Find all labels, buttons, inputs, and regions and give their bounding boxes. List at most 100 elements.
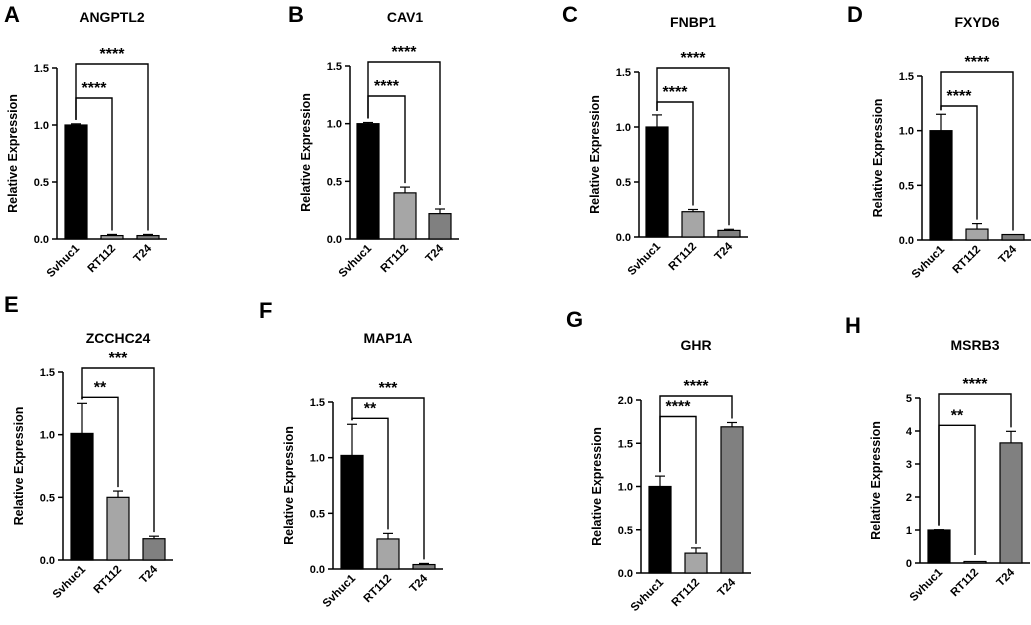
bar-a-rt112: [100, 234, 124, 240]
bar-g-rt112: [684, 552, 708, 574]
panel-title-c: FNBP1: [670, 14, 716, 30]
bar-b-rt112: [393, 192, 417, 240]
y-axis-label-b: Relative Expression: [299, 93, 313, 212]
y-tick-label-f-1: 0.5: [310, 508, 325, 520]
significance-label-c-0: ****: [663, 84, 689, 101]
y-tick-label-b-3: 1.5: [327, 61, 342, 73]
x-tick-label-g-svhuc1: Svhuc1: [629, 576, 667, 614]
y-tick-label-a-1: 0.5: [34, 177, 49, 189]
y-tick-label-c-1: 0.5: [616, 177, 631, 189]
x-tick-label-f-svhuc1: Svhuc1: [321, 572, 359, 610]
bar-e-rt112: [106, 496, 130, 561]
x-tick-label-e-t24: T24: [138, 563, 161, 586]
significance-bracket-g-1: [659, 395, 733, 473]
significance-bracket-h-1: [938, 393, 1012, 526]
bar-f-rt112: [376, 538, 400, 570]
x-tick-label-h-rt112: RT112: [949, 567, 981, 599]
panel-letter-g: G: [566, 307, 583, 332]
significance-label-g-1: ****: [684, 378, 710, 395]
significance-bracket-c-1: [656, 67, 730, 226]
panel-title-d: FXYD6: [954, 14, 999, 30]
y-tick-label-f-2: 1.0: [310, 453, 325, 465]
bar-d-svhuc1: [929, 130, 953, 241]
x-tick-label-b-svhuc1: Svhuc1: [337, 242, 375, 280]
y-tick-label-g-0: 0.0: [618, 568, 633, 580]
y-axis-label-f: Relative Expression: [282, 426, 296, 545]
panel-letter-e: E: [4, 292, 19, 317]
significance-label-e-0: **: [94, 379, 107, 396]
x-tick-label-d-svhuc1: Svhuc1: [910, 243, 948, 281]
panel-letter-h: H: [845, 313, 861, 338]
panel-title-g: GHR: [680, 337, 711, 353]
y-tick-label-f-0: 0.0: [310, 564, 325, 576]
significance-label-b-0: ****: [374, 78, 400, 95]
bar-c-t24: [717, 229, 741, 238]
y-tick-label-d-0: 0.0: [899, 235, 914, 247]
x-tick-label-f-rt112: RT112: [362, 573, 394, 605]
bar-b-t24: [428, 213, 452, 240]
bar-b-svhuc1: [356, 123, 380, 240]
panel-letter-a: A: [4, 2, 20, 27]
x-tick-label-e-rt112: RT112: [92, 564, 124, 596]
y-axis-label-h: Relative Expression: [869, 421, 883, 540]
y-tick-label-d-2: 1.0: [899, 126, 914, 138]
significance-bracket-f-1: [351, 397, 425, 560]
y-tick-label-d-3: 1.5: [899, 71, 914, 83]
x-tick-label-a-t24: T24: [132, 242, 155, 265]
x-tick-label-e-svhuc1: Svhuc1: [51, 563, 89, 601]
y-tick-label-c-0: 0.0: [616, 232, 631, 244]
significance-bracket-b-1: [367, 61, 441, 206]
panel-title-f: MAP1A: [363, 330, 412, 346]
x-tick-label-c-t24: T24: [713, 240, 736, 263]
x-tick-label-a-svhuc1: Svhuc1: [45, 242, 83, 280]
x-tick-label-b-t24: T24: [424, 242, 447, 265]
bar-a-svhuc1: [64, 124, 88, 240]
x-tick-label-d-t24: T24: [997, 243, 1020, 266]
y-tick-label-g-4: 2.0: [618, 395, 633, 407]
panel-title-e: ZCCHC24: [86, 330, 151, 346]
bar-f-t24: [412, 563, 436, 570]
bar-c-svhuc1: [645, 126, 669, 238]
x-tick-label-c-svhuc1: Svhuc1: [626, 240, 664, 278]
panel-title-h: MSRB3: [950, 337, 999, 353]
y-tick-label-g-3: 1.5: [618, 438, 633, 450]
significance-label-a-1: ****: [100, 46, 126, 63]
panel-letter-d: D: [847, 2, 863, 27]
y-tick-label-h-3: 3: [906, 459, 912, 471]
bar-h-rt112: [963, 560, 987, 564]
y-tick-label-g-2: 1.0: [618, 482, 633, 494]
y-tick-label-c-3: 1.5: [616, 67, 631, 79]
y-tick-label-b-0: 0.0: [327, 234, 342, 246]
y-tick-label-b-1: 0.5: [327, 176, 342, 188]
bar-g-t24: [720, 426, 744, 574]
y-axis-label-c: Relative Expression: [588, 95, 602, 214]
y-tick-label-a-0: 0.0: [34, 234, 49, 246]
x-tick-label-c-rt112: RT112: [667, 241, 699, 273]
y-tick-label-c-2: 1.0: [616, 122, 631, 134]
x-tick-label-h-svhuc1: Svhuc1: [908, 566, 946, 604]
bar-d-rt112: [965, 228, 989, 241]
significance-label-d-1: ****: [965, 54, 991, 71]
y-tick-label-h-0: 0: [906, 558, 912, 570]
y-tick-label-g-1: 0.5: [618, 525, 633, 537]
y-tick-label-a-3: 1.5: [34, 63, 49, 75]
x-tick-label-a-rt112: RT112: [86, 243, 118, 275]
significance-label-b-1: ****: [392, 44, 418, 61]
significance-label-f-0: **: [364, 400, 377, 417]
significance-label-c-1: ****: [681, 50, 707, 67]
y-tick-label-b-2: 1.0: [327, 119, 342, 131]
y-tick-label-f-3: 1.5: [310, 397, 325, 409]
y-axis-label-d: Relative Expression: [871, 99, 885, 218]
panel-title-a: ANGPTL2: [79, 9, 145, 25]
x-tick-label-g-t24: T24: [716, 576, 739, 599]
x-tick-label-h-t24: T24: [995, 566, 1018, 589]
y-tick-label-h-4: 4: [906, 426, 913, 438]
significance-label-d-0: ****: [947, 88, 973, 105]
significance-label-f-1: ***: [379, 380, 398, 397]
y-tick-label-e-3: 1.5: [40, 367, 55, 379]
panel-letter-b: B: [288, 2, 304, 27]
y-tick-label-d-1: 0.5: [899, 180, 914, 192]
y-tick-label-h-1: 1: [906, 525, 912, 537]
x-tick-label-d-rt112: RT112: [951, 244, 983, 276]
